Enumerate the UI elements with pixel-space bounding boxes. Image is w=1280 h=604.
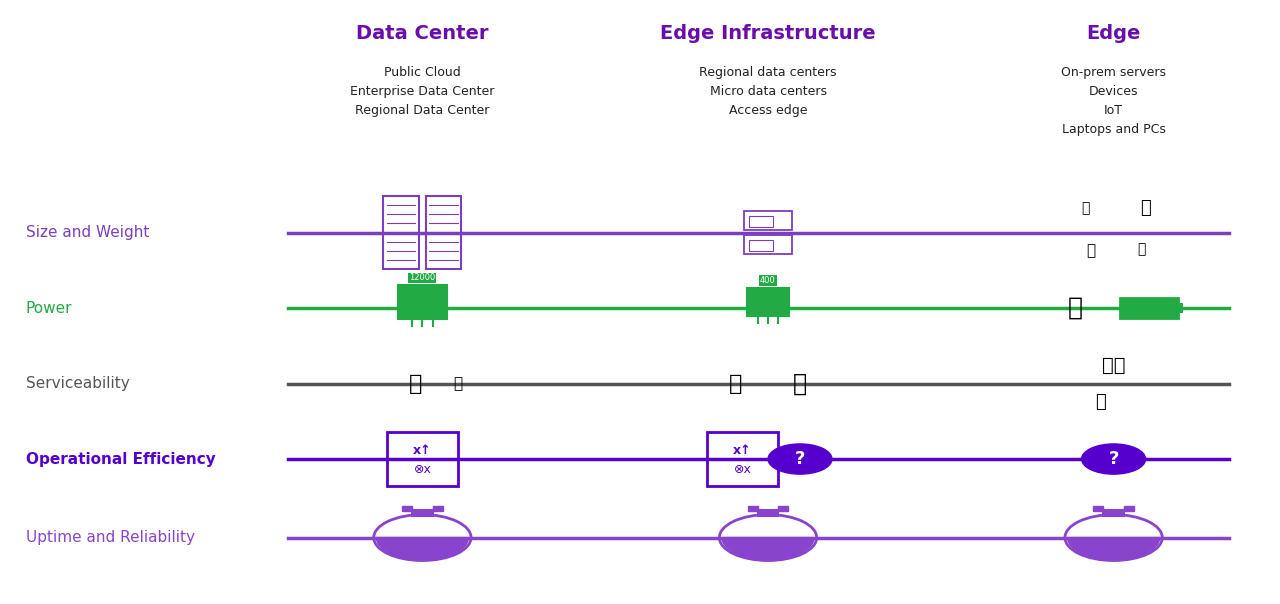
- Text: 🚗: 🚗: [1140, 199, 1151, 217]
- Text: 400: 400: [760, 276, 776, 285]
- FancyBboxPatch shape: [1178, 303, 1183, 313]
- FancyBboxPatch shape: [748, 506, 758, 511]
- Text: ?: ?: [1108, 450, 1119, 468]
- Text: Operational Efficiency: Operational Efficiency: [26, 452, 215, 466]
- FancyBboxPatch shape: [433, 506, 443, 511]
- Text: Regional data centers
Micro data centers
Access edge: Regional data centers Micro data centers…: [699, 66, 837, 117]
- Text: 🚚: 🚚: [792, 371, 808, 396]
- Text: Uptime and Reliability: Uptime and Reliability: [26, 530, 195, 545]
- Text: Data Center: Data Center: [356, 24, 489, 43]
- FancyBboxPatch shape: [412, 510, 433, 516]
- FancyBboxPatch shape: [1103, 510, 1124, 516]
- Text: 💻: 💻: [1082, 201, 1089, 216]
- FancyBboxPatch shape: [1093, 506, 1103, 511]
- Circle shape: [768, 444, 832, 474]
- Text: ⊗x: ⊗x: [413, 463, 431, 477]
- Text: x↑: x↑: [413, 445, 431, 457]
- Wedge shape: [376, 538, 468, 559]
- Text: Size and Weight: Size and Weight: [26, 225, 148, 240]
- Text: Edge: Edge: [1087, 24, 1140, 43]
- Text: 🚶: 🚶: [730, 373, 742, 394]
- FancyBboxPatch shape: [748, 288, 788, 316]
- Wedge shape: [722, 538, 814, 559]
- Text: On-prem servers
Devices
IoT
Laptops and PCs: On-prem servers Devices IoT Laptops and …: [1061, 66, 1166, 137]
- Text: Power: Power: [26, 301, 72, 315]
- Text: 🚚: 🚚: [1096, 393, 1106, 411]
- Text: 📋: 📋: [453, 376, 463, 391]
- Text: Edge Infrastructure: Edge Infrastructure: [660, 24, 876, 43]
- Text: 🔌: 🔌: [1068, 296, 1083, 320]
- FancyBboxPatch shape: [398, 286, 447, 319]
- Text: 🎒: 🎒: [1085, 243, 1096, 258]
- Text: ?: ?: [795, 450, 805, 468]
- Circle shape: [1082, 444, 1146, 474]
- Text: Public Cloud
Enterprise Data Center
Regional Data Center: Public Cloud Enterprise Data Center Regi…: [351, 66, 494, 117]
- Text: 🚚🚛: 🚚🚛: [1102, 356, 1125, 375]
- FancyBboxPatch shape: [1124, 506, 1134, 511]
- FancyBboxPatch shape: [402, 506, 412, 511]
- Text: 📷: 📷: [1138, 242, 1146, 257]
- FancyBboxPatch shape: [1120, 298, 1178, 318]
- Text: 🚶: 🚶: [410, 373, 422, 394]
- Text: 12000: 12000: [410, 274, 435, 283]
- Text: x↑: x↑: [733, 445, 751, 457]
- Text: Serviceability: Serviceability: [26, 376, 129, 391]
- FancyBboxPatch shape: [778, 506, 788, 511]
- Text: ⊗x: ⊗x: [733, 463, 751, 477]
- Wedge shape: [1068, 538, 1160, 559]
- FancyBboxPatch shape: [758, 510, 778, 516]
